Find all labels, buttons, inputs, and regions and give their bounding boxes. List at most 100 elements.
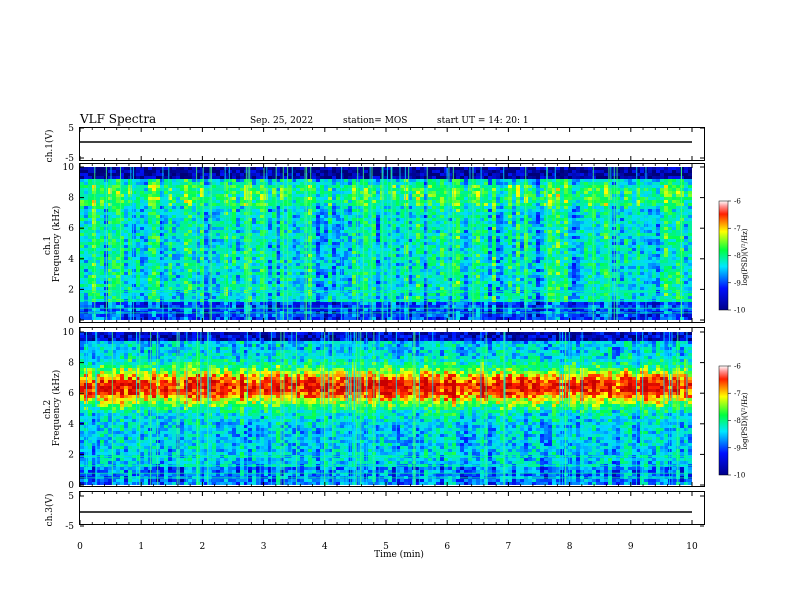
spec-cell [88,236,93,240]
spec-cell [172,242,177,246]
spec-cell [352,281,357,285]
spec-cell [460,296,465,300]
spec-cell [144,170,149,174]
spec-cell [212,188,217,192]
spec-cell [440,272,445,276]
spec-cell [156,317,161,320]
spec-cell [268,191,273,195]
spec-cell [364,221,369,225]
spec-cell [420,293,425,297]
spec-cell [336,206,341,210]
spec-cell [224,185,229,189]
spec-cell [132,194,137,198]
spec-cell [136,218,141,222]
spec-cell [344,257,349,261]
spec-cell [224,305,229,309]
spec-cell [204,314,209,318]
spec-cell [192,269,197,273]
spec-cell [404,236,409,240]
spec-cell [284,257,289,261]
spec-cell [148,296,153,300]
spec-cell [464,221,469,225]
spec-cell [268,302,273,306]
spec-cell [272,167,277,171]
spec-cell [436,314,441,318]
spec-cell [196,215,201,219]
spec-cell [348,260,353,264]
spec-cell [220,167,225,171]
spec-cell [356,200,361,204]
spec-cell [336,284,341,288]
spec-cell [392,173,397,177]
spec-cell [320,239,325,243]
spec-cell [300,227,305,231]
spec-cell [396,245,401,249]
spec-cell [352,176,357,180]
spec-cell [356,293,361,297]
spec-cell [100,185,105,189]
spec-cell [168,185,173,189]
spec-cell [364,293,369,297]
spec-cell [360,263,365,267]
spec-cell [296,176,301,180]
spec-cell [312,260,317,264]
spec-cell [188,293,193,297]
spec-cell [240,281,245,285]
spec-cell [348,254,353,258]
spec-cell [336,212,341,216]
spec-cell [436,317,441,320]
spec-cell [384,227,389,231]
spec-cell [324,239,329,243]
spec-cell [116,224,121,228]
spec-cell [168,251,173,255]
spec-cell [296,284,301,288]
spec-cell [236,200,241,204]
spec-cell [176,251,181,255]
spec-cell [200,269,205,273]
spec-cell [456,296,461,300]
spec-cell [280,176,285,180]
spec-cell [288,236,293,240]
spec-cell [232,287,237,291]
spec-cell [172,212,177,216]
spec-cell [96,218,101,222]
spec-cell [432,275,437,279]
spec-cell [356,224,361,228]
spec-cell [464,296,469,300]
spec-cell [200,206,205,210]
spec-cell [84,281,89,285]
spec-cell [196,176,201,180]
spec-cell [400,194,405,198]
spec-cell [140,185,145,189]
spec-cell [412,287,417,291]
spec-cell [444,254,449,258]
spec-cell [228,245,233,249]
spec-cell [192,170,197,174]
spec-cell [376,242,381,246]
spec-cell [356,233,361,237]
spec-cell [284,221,289,225]
spec-cell [312,221,317,225]
spec-cell [220,230,225,234]
spec-cell [444,224,449,228]
spec-cell [280,194,285,198]
spec-cell [332,179,337,183]
spec-cell [260,302,265,306]
spec-cell [120,284,125,288]
spec-cell [96,278,101,282]
spec-cell [196,227,201,231]
spec-cell [376,221,381,225]
spec-cell [344,218,349,222]
spec-cell [228,242,233,246]
spec-cell [392,236,397,240]
spec-cell [412,167,417,171]
spec-cell [88,284,93,288]
spec-cell [132,230,137,234]
spec-cell [460,188,465,192]
spec-cell [348,248,353,252]
spec-cell [264,236,269,240]
spec-cell [456,260,461,264]
spec-cell [364,173,369,177]
spec-cell [384,236,389,240]
spec-cell [372,284,377,288]
